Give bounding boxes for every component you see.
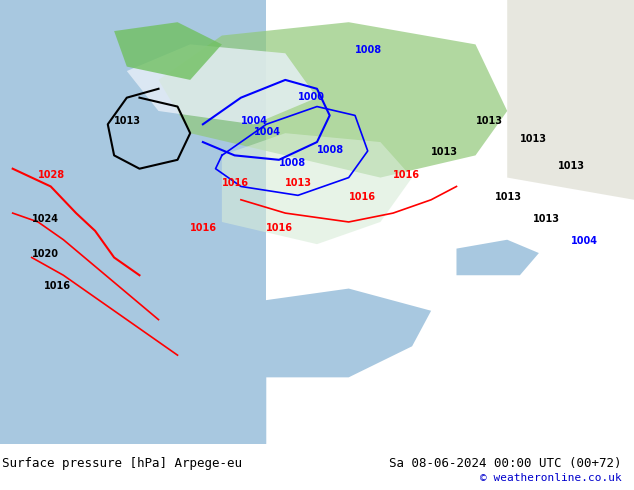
Text: 1016: 1016 bbox=[190, 223, 217, 233]
Polygon shape bbox=[222, 133, 412, 244]
Text: Sa 08-06-2024 00:00 UTC (00+72): Sa 08-06-2024 00:00 UTC (00+72) bbox=[389, 457, 621, 470]
Text: 1016: 1016 bbox=[393, 170, 420, 179]
Polygon shape bbox=[127, 45, 317, 124]
Text: 1013: 1013 bbox=[558, 161, 585, 171]
Text: 1020: 1020 bbox=[32, 249, 59, 260]
Text: 1016: 1016 bbox=[349, 192, 376, 202]
Text: 1013: 1013 bbox=[114, 116, 141, 126]
Text: 1028: 1028 bbox=[38, 170, 65, 179]
Text: 1004: 1004 bbox=[241, 116, 268, 126]
Text: 1016: 1016 bbox=[44, 281, 72, 291]
FancyBboxPatch shape bbox=[0, 0, 266, 444]
Text: 1004: 1004 bbox=[254, 127, 281, 137]
Text: 1013: 1013 bbox=[533, 214, 560, 224]
Text: 1013: 1013 bbox=[476, 116, 503, 126]
Text: 1013: 1013 bbox=[495, 192, 522, 202]
Polygon shape bbox=[456, 240, 539, 275]
Polygon shape bbox=[0, 0, 266, 444]
Text: 1000: 1000 bbox=[298, 92, 325, 102]
Polygon shape bbox=[158, 22, 507, 177]
Text: 1013: 1013 bbox=[520, 134, 547, 144]
Text: 1013: 1013 bbox=[285, 178, 313, 189]
Text: © weatheronline.co.uk: © weatheronline.co.uk bbox=[479, 473, 621, 483]
Text: 1008: 1008 bbox=[355, 45, 382, 55]
Text: 1008: 1008 bbox=[279, 158, 306, 169]
Text: 1013: 1013 bbox=[431, 147, 458, 157]
Text: 1024: 1024 bbox=[32, 214, 59, 224]
Text: 1016: 1016 bbox=[222, 178, 249, 189]
Text: 1008: 1008 bbox=[317, 145, 344, 155]
Text: 1004: 1004 bbox=[571, 236, 598, 246]
Polygon shape bbox=[222, 289, 431, 377]
Text: 1016: 1016 bbox=[266, 223, 294, 233]
Polygon shape bbox=[114, 22, 222, 80]
Text: Surface pressure [hPa] Arpege-eu: Surface pressure [hPa] Arpege-eu bbox=[2, 457, 242, 470]
Polygon shape bbox=[507, 0, 634, 200]
